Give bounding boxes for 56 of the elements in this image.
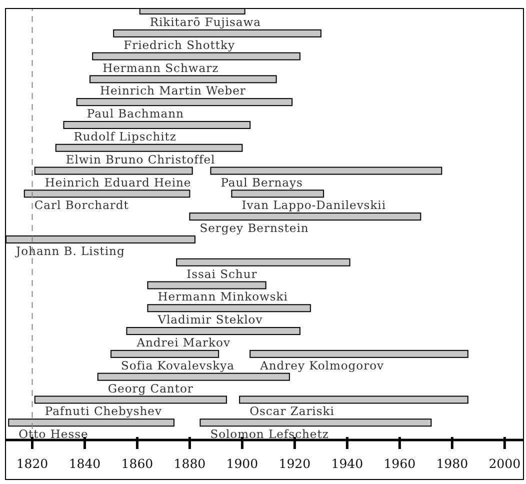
data-label: Andrei Markov [136,336,230,350]
bar [239,396,468,404]
bar [92,52,300,60]
bar [110,350,220,358]
data-label: Elwin Bruno Christoffel [66,152,216,166]
data-label: Friedrich Shottky [124,38,236,52]
bar [147,281,266,290]
bar [89,75,277,84]
bar [8,418,174,427]
data-label: Otto Hesse [18,427,88,442]
data-label: Heinrich Eduard Heine [44,175,192,190]
bar [55,144,243,152]
x-tick-label: 2000 [488,456,521,471]
data-label: Pafnuti Chebyshev [44,404,162,418]
x-tick-label: 1980 [436,456,468,471]
bar [189,212,422,221]
x-tick-label: 1960 [384,456,416,471]
bar [24,190,190,198]
bar [63,120,251,129]
data-label: Oscar Zariski [250,404,334,418]
x-tick-label: 1900 [226,456,258,471]
data-label: Paul Bachmann [86,106,184,121]
data-label: Georg Cantor [108,381,194,396]
x-tick-label: 1840 [68,456,101,471]
data-label: Solomon Lefschetz [210,427,329,442]
bar [147,304,311,312]
x-tick-label: 1880 [174,456,206,471]
data-label: Carl Borchardt [34,198,129,212]
data-label: Paul Bernays [220,175,303,190]
bar [250,350,468,358]
bar [76,98,293,106]
data-label: Sergey Bernstein [200,221,309,236]
data-label: Sofia Kovalevskya [120,358,234,372]
bar [176,258,350,266]
bar [113,29,322,38]
data-label: Hermann Minkowski [158,290,288,304]
data-label: Hermann Schwarz [102,60,219,75]
x-tick-label: 1920 [278,456,311,471]
bar [97,372,290,381]
data-label: Vladimir Steklov [156,312,263,327]
x-tick-label: 1820 [16,456,48,471]
bar [231,190,324,198]
x-tick-label: 1940 [331,456,364,471]
data-label: Rudolf Lipschitz [74,129,176,144]
bar [34,166,193,175]
x-tick-label: 1860 [121,456,154,471]
bar [200,418,432,427]
data-label: Rikitarō Fujisawa [150,15,261,29]
data-label: Issai Schur [186,266,258,281]
data-label: Andrey Kolmogorov [259,358,384,372]
bar [210,166,442,175]
bar [34,396,227,404]
data-label: Ivan Lappo-Danilevskii [242,198,386,212]
data-label: Johann B. Listing [15,244,125,258]
bar [126,327,300,336]
data-label: Heinrich Martin Weber [100,84,246,98]
